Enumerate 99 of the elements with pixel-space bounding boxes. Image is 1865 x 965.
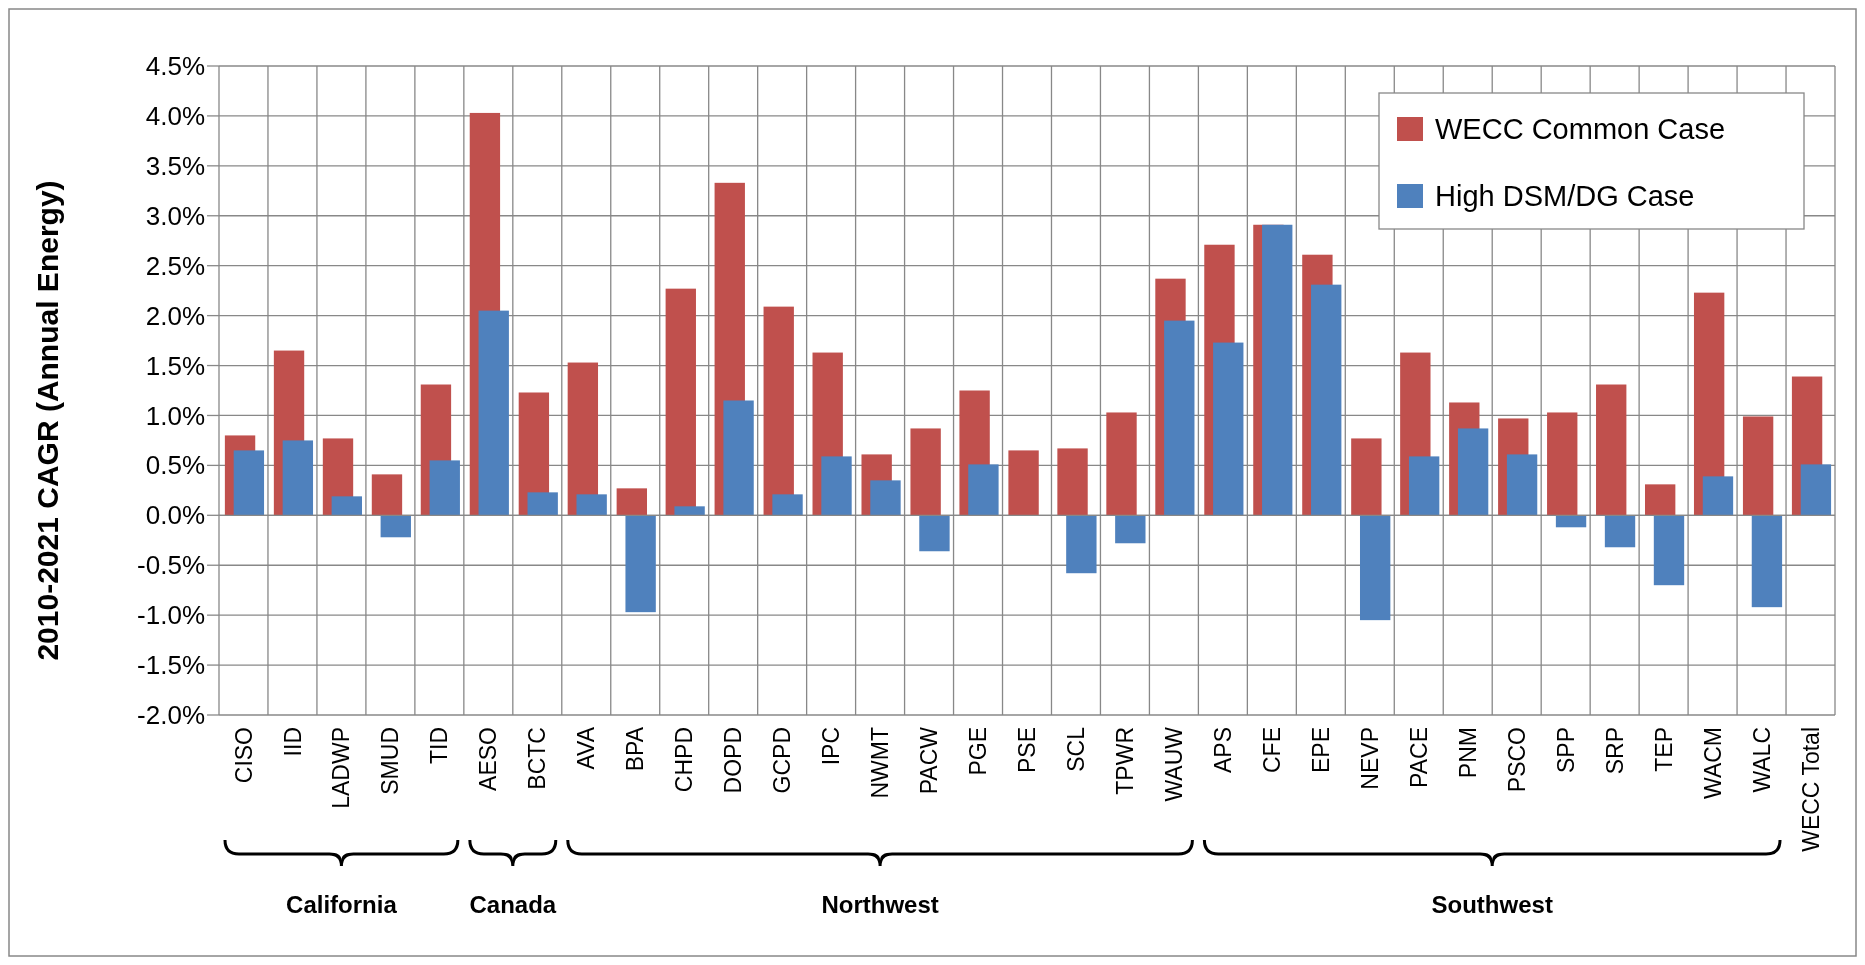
bar — [576, 494, 607, 516]
y-tick-label: -2.0% — [137, 700, 205, 731]
y-tick-label: 4.0% — [145, 101, 205, 132]
bar — [1106, 412, 1137, 516]
legend-label: WECC Common Case — [1435, 113, 1726, 146]
bar — [968, 464, 999, 516]
bar — [429, 460, 460, 516]
bar — [1457, 428, 1489, 516]
y-tick-label: 2.0% — [145, 300, 205, 331]
x-tick-label: LADWP — [328, 727, 355, 809]
bar — [919, 515, 950, 552]
bar — [763, 306, 794, 516]
x-tick-label: APS — [1209, 727, 1236, 774]
bar — [331, 496, 362, 516]
text: Canada — [469, 891, 557, 918]
x-tick-label: PNM — [1454, 727, 1481, 779]
y-tick-label: -1.0% — [137, 600, 205, 631]
y-tick-label: 4.5% — [145, 51, 205, 82]
text: Southwest — [1431, 891, 1553, 918]
x-tick-label: PACW — [916, 726, 943, 795]
x-tick-label: SRP — [1601, 727, 1628, 775]
y-tick-label: 1.5% — [145, 350, 205, 381]
x-tick-label: NWMT — [867, 727, 894, 799]
x-tick-label: CHPD — [671, 727, 698, 793]
x-tick-label: BCTC — [524, 727, 551, 790]
bar — [821, 456, 852, 516]
bar — [380, 515, 411, 538]
bar — [478, 310, 509, 516]
text: Northwest — [821, 891, 939, 918]
bar — [1351, 438, 1382, 516]
bar — [674, 506, 705, 516]
bar — [1800, 464, 1832, 516]
bar — [371, 474, 403, 516]
x-tick-label: GCPD — [769, 727, 796, 794]
x-tick-label: IPC — [818, 727, 845, 766]
y-tick-label: 1.0% — [145, 400, 205, 431]
x-tick-label: SCL — [1063, 726, 1090, 772]
y-tick-label: 3.0% — [145, 200, 205, 231]
bar — [1359, 515, 1391, 621]
x-tick-label: WALC — [1748, 727, 1775, 793]
x-tick-label: SMUD — [377, 727, 404, 795]
bar — [1702, 476, 1734, 516]
x-tick-label: AVA — [573, 726, 600, 770]
x-tick-label: BPA — [622, 726, 649, 772]
y-tick-label: 0.5% — [145, 450, 205, 481]
bar — [1604, 515, 1636, 548]
bar — [1653, 515, 1685, 586]
bar — [616, 488, 647, 516]
bar — [870, 480, 901, 516]
y-tick-label: -0.5% — [137, 550, 205, 581]
x-tick-label: PGE — [965, 727, 992, 776]
bar — [1311, 284, 1342, 516]
y-tick-label: 0.0% — [145, 500, 205, 531]
bar — [1213, 342, 1244, 516]
x-tick-label: PSE — [1014, 727, 1041, 774]
bar — [1008, 450, 1039, 516]
y-tick-label: -1.5% — [137, 650, 205, 681]
y-tick-label: 3.5% — [145, 150, 205, 181]
legend-label: High DSM/DG Case — [1435, 180, 1695, 213]
x-tick-label: WAUW — [1160, 726, 1187, 802]
x-tick-label: PSCO — [1503, 727, 1530, 793]
bar — [772, 494, 803, 516]
bar — [1262, 224, 1293, 516]
x-tick-label: EPE — [1307, 727, 1334, 774]
x-tick-label: IID — [279, 727, 306, 757]
x-tick-label: SPP — [1552, 727, 1579, 774]
x-tick-label: WACM — [1699, 727, 1726, 799]
x-tick-label: DOPD — [720, 727, 747, 794]
x-tick-label: CFE — [1258, 727, 1285, 773]
x-tick-label: TEP — [1650, 727, 1677, 772]
bar — [665, 288, 696, 516]
bar — [1057, 448, 1088, 516]
x-tick-label: WECC Total — [1797, 727, 1824, 852]
bar — [1645, 484, 1676, 516]
x-tick-label: PACE — [1405, 727, 1432, 788]
bar — [1408, 456, 1440, 516]
bar — [910, 428, 941, 516]
x-tick-label: TPWR — [1111, 727, 1138, 795]
bar — [723, 400, 754, 516]
bar — [527, 492, 558, 516]
x-tick-label: TID — [426, 727, 453, 765]
x-tick-label: CISO — [230, 727, 257, 784]
bar — [625, 515, 656, 613]
bar — [1742, 416, 1774, 516]
bar — [1164, 320, 1195, 516]
bar — [282, 440, 314, 516]
bar — [1751, 515, 1783, 608]
bar — [1506, 454, 1538, 516]
y-axis-title: 2010-2021 CAGR (Annual Energy) — [31, 180, 64, 661]
text: California — [286, 891, 398, 918]
y-tick-label: 2.5% — [145, 250, 205, 281]
bar — [1555, 515, 1587, 528]
bar — [1115, 515, 1146, 544]
bar — [1066, 515, 1097, 574]
x-tick-label: AESO — [475, 727, 502, 791]
x-tick-label: NEVP — [1356, 727, 1383, 790]
bar — [233, 450, 265, 516]
bar — [1596, 384, 1627, 516]
bar — [1547, 412, 1578, 516]
